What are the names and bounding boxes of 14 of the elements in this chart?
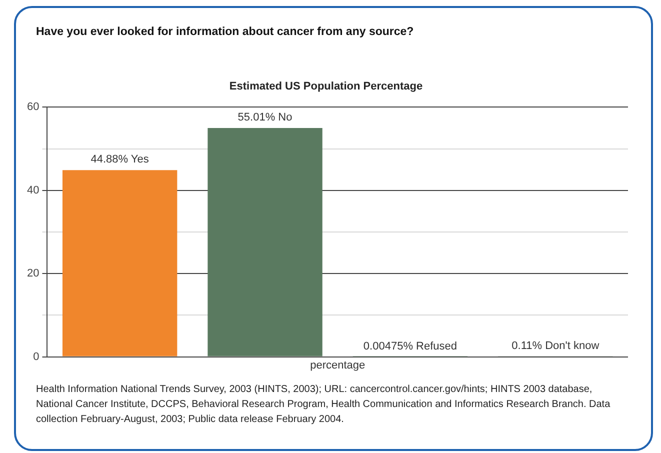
y-tick-label: 20 xyxy=(26,268,40,280)
text: Health Information National Trends Survey, 2003 (HINTS, 2003); URL: cancercontrol.cancer.gov/hints; HINTS 2003 database, National Cancer Institute, DCCPS, Behavioral Research Program, Health Communication and Informatics Research Branch. Data collection February-August, 2003; Public data release February 2004. xyxy=(36,383,612,427)
data-label: 0.11% Don't know xyxy=(512,340,600,352)
y-tick-label: 0 xyxy=(33,350,40,363)
bar xyxy=(62,170,178,356)
chart-subtitle: Estimated US Population Percentage xyxy=(229,80,423,93)
y-tick-label: 40 xyxy=(26,184,40,196)
data-label: 44.88% Yes xyxy=(90,154,150,166)
y-tick-label: 60 xyxy=(26,101,40,114)
data-label: 55.01% No xyxy=(238,111,292,124)
bar xyxy=(208,128,322,356)
chart-title: Have you ever looked for information about cancer from any source? xyxy=(36,26,414,38)
data-label: 0.00475% Refused xyxy=(363,340,457,352)
x-axis-title: percentage xyxy=(310,359,366,372)
